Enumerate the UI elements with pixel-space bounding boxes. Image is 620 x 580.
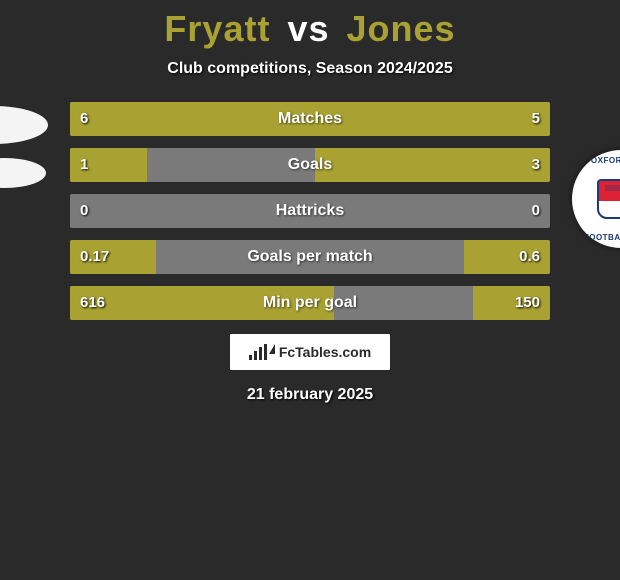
- badge-shield-icon: [597, 179, 620, 219]
- stat-row: 13Goals: [70, 148, 550, 182]
- fctables-logo: FcTables.com: [230, 334, 390, 370]
- stat-label: Hattricks: [70, 194, 550, 228]
- arrow-icon: [269, 344, 275, 354]
- stats-dash: OXFORD CITY FOOTBALL CLUB 65Matches13Goa…: [70, 102, 550, 320]
- stat-rows: 65Matches 13Goals 00Hattricks 0.170.6Goals …: [70, 102, 550, 320]
- player1-name: Fryatt: [164, 8, 270, 49]
- bars-icon: [249, 344, 267, 360]
- player1-badge-bottom: [0, 158, 46, 188]
- stat-label: Min per goal: [70, 286, 550, 320]
- comparison-infographic: Fryatt vs Jones Club competitions, Seaso…: [0, 0, 620, 580]
- player2-club-badge: OXFORD CITY FOOTBALL CLUB: [572, 150, 620, 248]
- player1-badge-top: [0, 106, 48, 144]
- subtitle: Club competitions, Season 2024/2025: [0, 60, 620, 78]
- stat-label: Matches: [70, 102, 550, 136]
- stat-row: 0.170.6Goals per match: [70, 240, 550, 274]
- page-title: Fryatt vs Jones: [0, 0, 620, 50]
- stat-label: Goals per match: [70, 240, 550, 274]
- stat-row: 65Matches: [70, 102, 550, 136]
- badge-text-top: OXFORD CITY: [591, 156, 620, 165]
- stat-row: 00Hattricks: [70, 194, 550, 228]
- badge-text-bottom: FOOTBALL CLUB: [584, 233, 620, 242]
- stat-row: 616150Min per goal: [70, 286, 550, 320]
- date-text: 21 february 2025: [0, 386, 620, 404]
- stat-label: Goals: [70, 148, 550, 182]
- vs-text: vs: [287, 8, 329, 49]
- player2-name: Jones: [347, 8, 456, 49]
- logo-text: FcTables.com: [279, 344, 371, 360]
